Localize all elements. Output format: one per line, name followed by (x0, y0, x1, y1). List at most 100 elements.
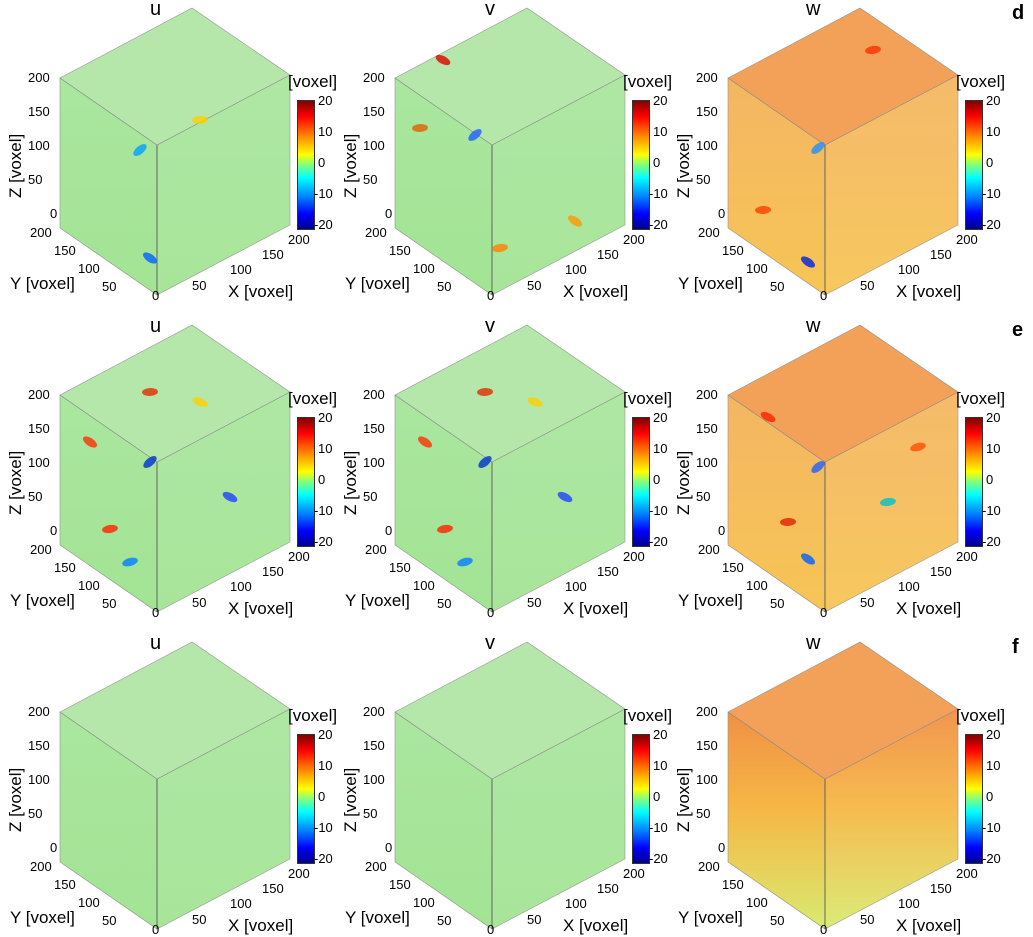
colorbar-gradient (965, 100, 983, 230)
x-tick-label: 200 (956, 866, 978, 881)
x-axis-label: X [voxel] (228, 282, 294, 301)
displacement-blob (478, 456, 492, 468)
z-tick-label: 100 (363, 138, 385, 153)
row-label: e (1012, 319, 1024, 341)
colorbar-tick-label: 10 (653, 758, 668, 773)
z-tick-label: 100 (28, 772, 50, 787)
colorbar-title: [voxel] (956, 706, 1006, 725)
z-tick-label: 50 (696, 806, 711, 821)
z-tick-label: 50 (363, 172, 378, 187)
z-axis-label: Z [voxel] (674, 133, 693, 198)
z-tick-label: 0 (718, 840, 726, 855)
displacement-blob (122, 557, 138, 567)
y-tick-label: 100 (78, 261, 100, 276)
colorbar-gradient (297, 100, 315, 230)
colorbar-tick-label: -20 (649, 217, 668, 232)
z-tick-label: 200 (363, 70, 385, 85)
x-tick-label: 50 (860, 278, 875, 293)
displacement-blob (222, 491, 238, 503)
colorbar-tick-label: -10 (649, 186, 668, 201)
colorbar-tick-label: 0 (986, 789, 994, 804)
z-tick-label: 200 (696, 70, 718, 85)
y-tick-label: 100 (78, 578, 100, 593)
x-tick-label: 150 (262, 881, 284, 896)
colorbar-gradient (965, 734, 983, 864)
z-tick-label: 150 (28, 104, 50, 119)
z-tick-label: 200 (28, 387, 50, 402)
cube-top-face (394, 641, 626, 780)
plot-panel: v 200 150 100 50 0 Z [voxel] 200 150 100 50 Y [voxe… (335, 0, 672, 303)
colorbar-gradient (632, 100, 650, 230)
colorbar-tick-label: 20 (986, 727, 1001, 742)
displacement-blob (457, 557, 473, 567)
row-label: f (1012, 636, 1019, 658)
displacement-blob (102, 524, 118, 534)
displacement-blob (142, 387, 158, 397)
x-tick-label: 0 (487, 605, 495, 620)
colorbar-title: [voxel] (288, 72, 338, 91)
x-tick-label: 50 (860, 912, 875, 927)
x-axis-label: X [voxel] (896, 599, 962, 618)
cube-plot (59, 324, 291, 613)
x-tick-label: 150 (597, 247, 619, 262)
cube-plot (59, 641, 291, 930)
x-axis-label: X [voxel] (563, 599, 629, 618)
z-tick-label: 100 (363, 772, 385, 787)
displacement-blob (557, 491, 573, 503)
x-tick-label: 100 (565, 579, 587, 594)
x-tick-label: 100 (230, 896, 252, 911)
x-tick-label: 0 (820, 605, 828, 620)
colorbar-tick-label: 0 (653, 472, 661, 487)
z-axis-label: Z [voxel] (6, 133, 25, 198)
cube-plot (59, 7, 291, 296)
z-axis-label: Z [voxel] (674, 767, 693, 832)
displacement-blob (83, 436, 97, 448)
panel-title: v (485, 0, 495, 20)
panel-title: u (150, 0, 162, 20)
x-tick-label: 0 (487, 922, 495, 937)
colorbar-tick-label: 20 (986, 410, 1001, 425)
z-tick-label: 50 (363, 489, 378, 504)
colorbar-tick-label: 20 (318, 93, 333, 108)
y-tick-label: 200 (30, 225, 52, 240)
z-tick-label: 100 (363, 455, 385, 470)
z-tick-label: 100 (28, 138, 50, 153)
plot-panel: u 200 150 100 50 0 Z [voxel] 200 150 100 50 Y [voxe… (0, 0, 337, 303)
z-axis-label: Z [voxel] (341, 133, 360, 198)
x-tick-label: 150 (262, 247, 284, 262)
x-tick-label: 200 (288, 866, 310, 881)
y-axis-label: Y [voxel] (678, 908, 743, 927)
displacement-blob (865, 45, 881, 55)
colorbar-tick-label: -10 (649, 820, 668, 835)
y-tick-label: 150 (722, 560, 744, 575)
y-tick-label: 50 (102, 279, 117, 294)
colorbar-tick-label: 0 (986, 155, 994, 170)
z-tick-label: 0 (385, 206, 393, 221)
y-tick-label: 150 (389, 560, 411, 575)
plot-panel: v 200 150 100 50 0 Z [voxel] 200 150 100 50 Y [voxe… (335, 315, 672, 620)
displacement-blob (143, 456, 157, 468)
z-tick-label: 0 (50, 206, 58, 221)
y-tick-label: 50 (102, 596, 117, 611)
x-tick-label: 0 (152, 288, 160, 303)
colorbar-tick-label: 0 (318, 472, 326, 487)
y-tick-label: 50 (770, 279, 785, 294)
colorbar-tick-label: 20 (653, 93, 668, 108)
colorbar-tick-label: 0 (318, 155, 326, 170)
colorbar-tick-label: -10 (982, 820, 1001, 835)
plot-panel: w 200 150 100 50 0 Z [voxel] 200 150 100 50 Y [voxe… (668, 0, 1005, 303)
displacement-blob (880, 497, 896, 507)
plot-panel: w 200 150 100 50 0 Z [voxel] 200 150 100 50 Y [voxe… (668, 315, 1005, 620)
colorbar-title: [voxel] (956, 389, 1006, 408)
displacement-blob (192, 397, 208, 407)
x-tick-label: 150 (930, 564, 952, 579)
panel-title: v (485, 315, 495, 337)
panel-title: u (150, 315, 162, 337)
colorbar-tick-label: 10 (653, 124, 668, 139)
y-tick-label: 150 (54, 560, 76, 575)
x-axis-label: X [voxel] (228, 599, 294, 618)
colorbar-tick-label: 10 (986, 441, 1001, 456)
x-tick-label: 50 (192, 595, 207, 610)
z-axis-label: Z [voxel] (341, 450, 360, 515)
y-tick-label: 100 (413, 895, 435, 910)
